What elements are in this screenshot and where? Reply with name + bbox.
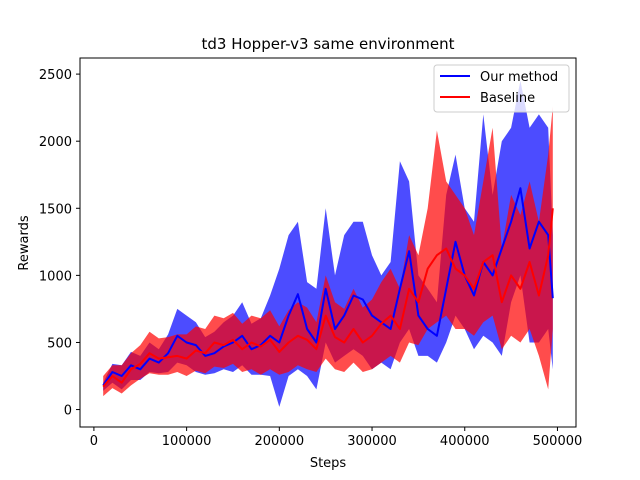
confidence-bands xyxy=(103,80,553,407)
x-axis: 0 100000 200000 300000 400000 500000 xyxy=(90,427,583,449)
series-lines xyxy=(102,187,554,388)
x-tick-label: 400000 xyxy=(440,434,490,449)
y-axis-label: Rewards xyxy=(17,215,32,270)
y-tick-label: 1500 xyxy=(39,202,72,217)
y-tick-label: 2500 xyxy=(39,68,72,83)
y-axis: 0 500 1000 1500 2000 2500 xyxy=(39,68,80,419)
legend-label-our-method: Our method xyxy=(480,70,558,85)
x-tick-label: 100000 xyxy=(162,434,212,449)
y-tick-label: 2000 xyxy=(39,135,72,150)
line-baseline xyxy=(102,208,554,388)
x-tick-label: 0 xyxy=(90,434,98,449)
band-our-method xyxy=(103,80,553,407)
legend-label-baseline: Baseline xyxy=(480,91,535,106)
legend: Our method Baseline xyxy=(433,64,570,113)
plot-frame xyxy=(79,57,577,428)
y-tick-label: 0 xyxy=(64,404,72,419)
chart-title: td3 Hopper-v3 same environment xyxy=(202,35,455,53)
x-tick-label: 200000 xyxy=(255,434,305,449)
x-tick-label: 500000 xyxy=(533,434,583,449)
x-axis-label: Steps xyxy=(310,456,347,471)
y-tick-label: 1000 xyxy=(39,269,72,284)
x-tick-label: 300000 xyxy=(347,434,397,449)
y-tick-label: 500 xyxy=(47,336,72,351)
band-baseline xyxy=(103,106,553,397)
